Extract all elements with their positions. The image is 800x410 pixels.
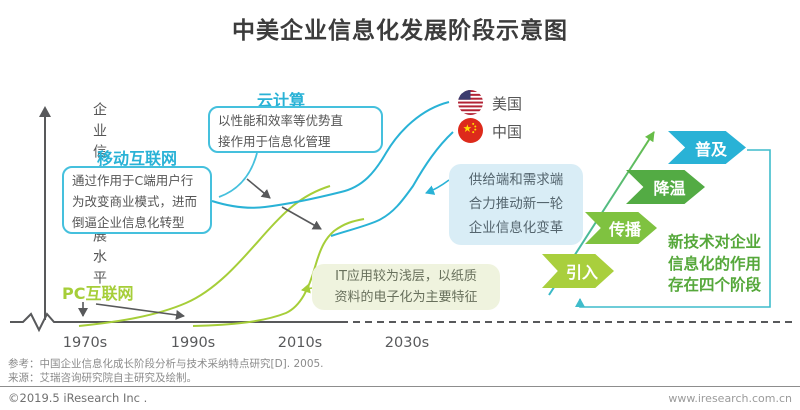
note-line: 以性能和效率等优势直 bbox=[218, 113, 344, 128]
stage-label: 普及 bbox=[694, 139, 727, 159]
supply-demand-note: 供给端和需求端 合力推动新一轮 企业信息化变革 bbox=[449, 164, 583, 245]
note-line: 合力推动新一轮 bbox=[468, 196, 564, 212]
note-line: 资料的电子化为主要特征 bbox=[334, 290, 478, 305]
x-tick-1970s: 1970s bbox=[62, 335, 108, 351]
x-axis-solid-with-break bbox=[10, 312, 348, 333]
mobile-internet-label: 移动互联网 bbox=[97, 149, 178, 168]
china-flag-icon bbox=[458, 118, 483, 143]
stage-label: 传播 bbox=[608, 220, 641, 239]
footer-reference: 参考：中国企业信息化成长阶段分析与技术采纳特点研究[D]. 2005. bbox=[8, 358, 324, 370]
note-line: IT应用较为浅层，以纸质 bbox=[335, 269, 477, 284]
china-new-wave-curve bbox=[330, 131, 454, 237]
note-line: 供给端和需求端 bbox=[468, 172, 564, 188]
stage-label: 降温 bbox=[653, 179, 686, 198]
mobile-internet-note: 通过作用于C端用户行 为改变商业模式，进而 倒逼企业信息化转型 bbox=[62, 166, 212, 234]
footer-divider bbox=[0, 386, 800, 387]
x-tick-2010s: 2010s bbox=[277, 335, 323, 351]
it-shallow-note: IT应用较为浅层，以纸质 资料的电子化为主要特征 bbox=[312, 264, 500, 310]
note-line: 企业信息化变革 bbox=[468, 220, 564, 236]
legend-us-label: 美国 bbox=[492, 95, 523, 113]
caption-line: 新技术对企业 bbox=[668, 233, 762, 251]
stage-caption: 新技术对企业 信息化的作用 存在四个阶段 bbox=[668, 232, 761, 297]
note-line: 为改变商业模式，进而 bbox=[72, 194, 198, 209]
caption-line: 存在四个阶段 bbox=[668, 276, 762, 294]
cloud-box-leader-line bbox=[218, 152, 258, 198]
footer-source: 来源：艾瑞咨询研究院自主研究及绘制。 bbox=[8, 372, 197, 384]
it-note-leader-arrow bbox=[301, 283, 313, 294]
tech-transfer-arrow-1 bbox=[246, 178, 271, 199]
x-tick-2030s: 2030s bbox=[384, 335, 430, 351]
footer-website: www.iresearch.com.cn bbox=[668, 392, 792, 405]
stage-cycle-loop-arrow bbox=[575, 149, 771, 308]
pc-internet-label: PC互联网 bbox=[62, 284, 134, 303]
x-tick-1990s: 1990s bbox=[170, 335, 216, 351]
cloud-computing-label: 云计算 bbox=[257, 91, 306, 110]
footer-copyright: ©2019.5 iResearch Inc . bbox=[8, 391, 148, 405]
us-pc-era-curve bbox=[78, 185, 331, 327]
cloud-computing-note: 以性能和效率等优势直 接作用于信息化管理 bbox=[208, 106, 383, 153]
us-flag-icon bbox=[458, 90, 483, 115]
us-new-wave-curve bbox=[211, 101, 450, 209]
pc-start-china-arrow bbox=[95, 303, 185, 320]
note-line: 倒逼企业信息化转型 bbox=[72, 215, 185, 230]
stage-label: 引入 bbox=[565, 263, 598, 282]
page-title: 中美企业信息化发展阶段示意图 bbox=[232, 18, 568, 44]
note-line: 接作用于信息化管理 bbox=[218, 134, 331, 149]
tech-transfer-arrow-2 bbox=[281, 206, 322, 230]
legend-china-label: 中国 bbox=[492, 123, 523, 141]
caption-line: 信息化的作用 bbox=[668, 254, 762, 273]
supply-note-leader-arrow bbox=[425, 179, 450, 195]
note-line: 通过作用于C端用户行 bbox=[72, 173, 194, 188]
